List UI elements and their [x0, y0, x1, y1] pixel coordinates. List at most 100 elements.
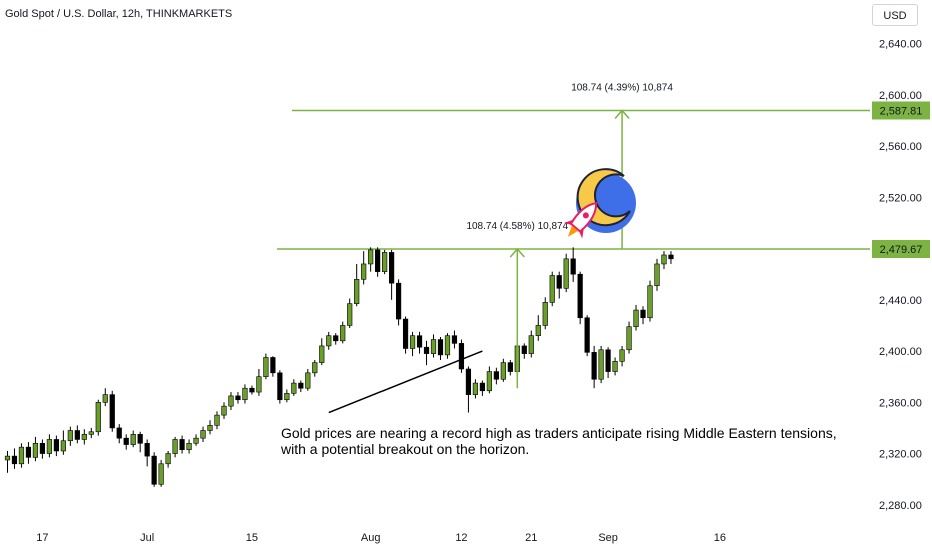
candle: [116, 424, 122, 444]
candle: [67, 426, 73, 446]
candle: [458, 339, 465, 373]
candle: [221, 402, 227, 419]
time-axis[interactable]: 17 Jul 15 Aug 12 21 Sep 16: [36, 532, 726, 544]
price-tick-label: 2,520.00: [879, 192, 922, 204]
candle: [249, 385, 255, 395]
candle: [395, 279, 402, 326]
price-label-box: [872, 240, 930, 259]
candle: [486, 366, 492, 394]
price-label: 2,479.67: [880, 244, 923, 256]
candle: [661, 251, 667, 270]
candle: [214, 411, 220, 430]
candle-series: [4, 247, 674, 487]
candle: [165, 450, 171, 468]
candle: [172, 436, 178, 458]
candle: [591, 345, 597, 389]
candle: [39, 439, 46, 459]
currency-button[interactable]: USD: [872, 4, 918, 26]
price-tick-label: 2,560.00: [879, 141, 922, 153]
candle: [32, 436, 39, 462]
candle: [626, 321, 632, 354]
candle: [479, 380, 485, 396]
candle: [11, 448, 18, 469]
candle: [430, 334, 437, 358]
price-axis[interactable]: 2,280.00 2,320.00 2,360.00 2,400.00 2,440.00…: [879, 39, 922, 512]
candle: [354, 263, 360, 307]
candle: [423, 340, 430, 366]
candle: [549, 271, 555, 307]
support-trendline: [328, 350, 483, 414]
candle: [598, 345, 604, 384]
candle: [347, 298, 353, 329]
analysis-note: Gold prices are nearing a record high as…: [281, 425, 837, 457]
chart-title: Gold Spot / U.S. Dollar, 12h, THINKMARKE…: [5, 8, 233, 20]
candle: [179, 435, 185, 454]
candle: [500, 358, 506, 382]
candle: [409, 331, 416, 357]
candle: [605, 347, 611, 378]
price-tick-label: 2,320.00: [879, 449, 922, 461]
candle: [389, 249, 395, 300]
candle: [361, 251, 367, 285]
candle: [25, 442, 32, 464]
candle: [123, 434, 129, 450]
candle: [382, 249, 388, 275]
candle: [158, 459, 164, 487]
candle: [654, 258, 660, 291]
candle: [207, 420, 213, 435]
price-tick-label: 2,440.00: [879, 295, 922, 307]
candle: [535, 315, 541, 341]
candle: [444, 333, 451, 359]
candle: [577, 271, 583, 325]
candle: [451, 330, 458, 349]
candle: [235, 392, 241, 404]
candle: [53, 435, 59, 457]
candle: [60, 430, 66, 455]
candle: [95, 399, 101, 436]
candle: [298, 380, 304, 393]
candle: [333, 333, 339, 345]
price-tick-label: 2,360.00: [879, 397, 922, 409]
rocket-icon: [563, 201, 598, 239]
candle: [270, 356, 276, 377]
candle: [193, 434, 199, 446]
candle: [81, 429, 87, 445]
candle: [668, 251, 674, 264]
candle: [528, 330, 534, 358]
candle: [277, 370, 283, 404]
candle: [507, 360, 513, 376]
candle: [200, 426, 206, 443]
candle: [465, 366, 472, 413]
price-tick-label: 2,400.00: [879, 346, 922, 358]
candle: [88, 427, 94, 439]
candle: [46, 434, 52, 458]
candle: [109, 390, 115, 432]
candle: [368, 247, 374, 272]
candle: [633, 304, 639, 331]
candle: [284, 389, 290, 403]
time-tick-label: 17: [36, 532, 48, 544]
candle: [319, 338, 325, 366]
candle: [312, 360, 318, 377]
candle: [472, 379, 479, 399]
time-tick-label: Jul: [140, 532, 154, 544]
candle: [647, 280, 653, 322]
candle: [326, 331, 332, 350]
measurement-label: 108.74 (4.58%) 10,874: [466, 221, 568, 232]
price-tick-label: 2,640.00: [879, 39, 922, 51]
candle: [291, 379, 297, 396]
time-tick-label: 21: [525, 532, 537, 544]
candle: [570, 247, 576, 282]
candle: [584, 315, 590, 357]
candle: [402, 316, 409, 354]
time-tick-label: 15: [246, 532, 258, 544]
candle: [18, 443, 25, 468]
candle: [542, 297, 548, 330]
candle: [256, 368, 262, 396]
time-tick-label: 12: [455, 532, 467, 544]
time-tick-label: 16: [714, 532, 726, 544]
candle: [340, 321, 346, 344]
candle: [612, 357, 618, 376]
measurement-label: 108.74 (4.39%) 10,874: [571, 82, 673, 93]
